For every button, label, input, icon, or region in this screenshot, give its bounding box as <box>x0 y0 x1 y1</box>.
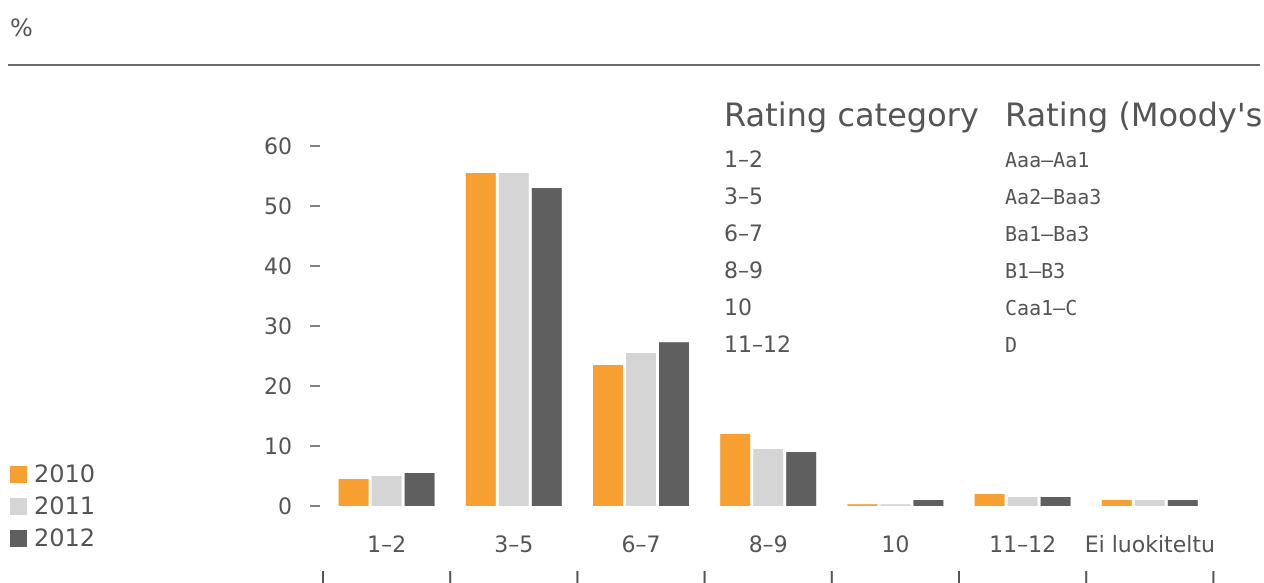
bar-2012-6 <box>1167 500 1198 506</box>
bar-2012-4 <box>913 500 944 506</box>
bar-2011-5 <box>1007 497 1038 506</box>
bar-2010-4 <box>847 504 878 506</box>
x-tick-label: 8–9 <box>749 533 788 558</box>
legend-label-2012: 2012 <box>34 524 96 552</box>
moodys-rating-cell: Ba1–Ba3 <box>1005 222 1090 246</box>
legend-label-2010: 2010 <box>34 460 96 488</box>
legend-item-2010: 2010 <box>10 458 95 490</box>
bar-2010-6 <box>1101 500 1132 506</box>
bar-2010-2 <box>593 365 623 506</box>
legend-swatch-2010 <box>10 465 27 483</box>
legend-swatch-2012 <box>10 529 27 547</box>
rating-category-cell: 3–5 <box>724 185 763 210</box>
moodys-rating-cell: D <box>1005 333 1018 357</box>
bar-2012-3 <box>786 452 817 506</box>
y-tick-label: 60 <box>264 135 292 160</box>
x-tick-label: 1–2 <box>367 533 406 558</box>
bar-2011-2 <box>626 353 656 506</box>
rating-category-cell: 1–2 <box>724 148 763 173</box>
y-tick-label: 40 <box>264 255 292 280</box>
rating-category-cell: 11–12 <box>724 333 791 358</box>
rating-category-header: Rating category <box>724 96 979 134</box>
x-tick-label: 3–5 <box>494 533 533 558</box>
bar-2011-6 <box>1134 500 1165 506</box>
bar-2011-3 <box>753 449 784 506</box>
legend-item-2012: 2012 <box>10 522 95 554</box>
legend-item-2011: 2011 <box>10 490 95 522</box>
bar-2010-1 <box>465 173 496 506</box>
rating-category-cell: 8–9 <box>724 259 763 284</box>
bar-2010-0 <box>338 479 369 506</box>
legend-swatch-2011 <box>10 497 27 515</box>
bar-2011-1 <box>498 173 529 506</box>
y-tick-label: 30 <box>264 315 292 340</box>
top-divider <box>8 64 1260 66</box>
bar-2012-0 <box>404 473 435 506</box>
rating-category-cell: 6–7 <box>724 222 763 247</box>
rating-category-column: Rating category 1–2 3–5 6–7 8–9 10 11–12 <box>724 96 979 364</box>
moodys-rating-cell: Caa1–C <box>1005 296 1078 320</box>
bar-2012-1 <box>531 188 562 506</box>
y-tick-label: 0 <box>278 495 292 520</box>
rating-category-cell: 10 <box>724 296 752 321</box>
y-tick-label: 20 <box>264 375 292 400</box>
x-tick-label: 11–12 <box>989 533 1056 558</box>
bar-2010-3 <box>720 434 751 506</box>
x-tick-label: 6–7 <box>622 533 661 558</box>
moodys-rating-header: Rating (Moody's) <box>1005 96 1264 134</box>
x-tick-label: 10 <box>881 533 909 558</box>
bar-2011-4 <box>880 504 911 506</box>
bar-2010-5 <box>974 494 1005 506</box>
moodys-rating-cell: Aa2–Baa3 <box>1005 185 1102 209</box>
y-tick-label: 50 <box>264 195 292 220</box>
legend-label-2011: 2011 <box>34 492 96 520</box>
bar-2012-2 <box>659 342 689 506</box>
x-tick-label: Ei luokiteltu <box>1085 533 1215 558</box>
y-tick-label: 10 <box>264 435 292 460</box>
moodys-rating-column: Rating (Moody's) Aaa–Aa1 Aa2–Baa3 Ba1–Ba… <box>1005 96 1264 364</box>
bar-2012-5 <box>1040 497 1071 506</box>
bar-2011-0 <box>371 476 402 506</box>
moodys-rating-cell: Aaa–Aa1 <box>1005 148 1090 172</box>
legend: 2010 2011 2012 <box>10 458 95 554</box>
y-unit-label: % <box>10 14 33 42</box>
moodys-rating-cell: B1–B3 <box>1005 259 1066 283</box>
